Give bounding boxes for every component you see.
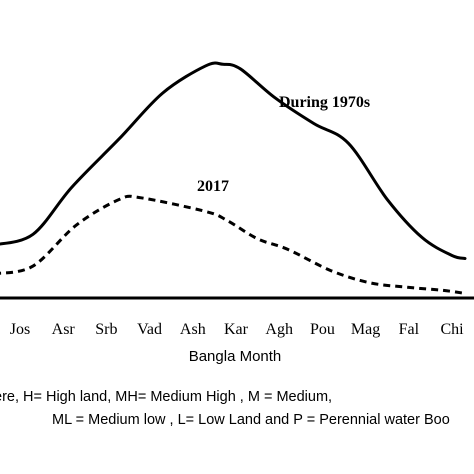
x-axis-label: Bangla Month [189,348,282,365]
x-tick-label-agh: Agh [265,321,293,338]
series-label-1970s: During 1970s [279,94,370,111]
series-label-2017: 2017 [197,178,229,195]
x-tick-label-mag: Mag [351,321,380,338]
x-tick-label-asr: Asr [52,321,76,338]
x-tick-label-ash: Ash [180,321,206,338]
series-layer [0,61,467,295]
tick-layer: Jos Asr Srb Vad Ash Kar Agh Pou Mag Fal Chi [10,321,464,338]
legend-note-line-1: ere, H= High land, MH= Medium High , M =… [0,389,333,405]
legend-note-line-2: ML = Medium low , L= Low Land and P = Pe… [52,412,450,428]
x-tick-label-fal: Fal [399,321,420,338]
series-line-2017 [0,194,466,295]
x-tick-label-srb: Srb [95,321,117,338]
x-tick-label-vad: Vad [137,321,162,338]
x-tick-label-pou: Pou [310,321,335,338]
series-line-1970s [0,61,467,260]
x-tick-label-kar: Kar [224,321,249,338]
x-tick-label-chi: Chi [440,321,464,338]
x-tick-label-jos: Jos [10,321,30,338]
